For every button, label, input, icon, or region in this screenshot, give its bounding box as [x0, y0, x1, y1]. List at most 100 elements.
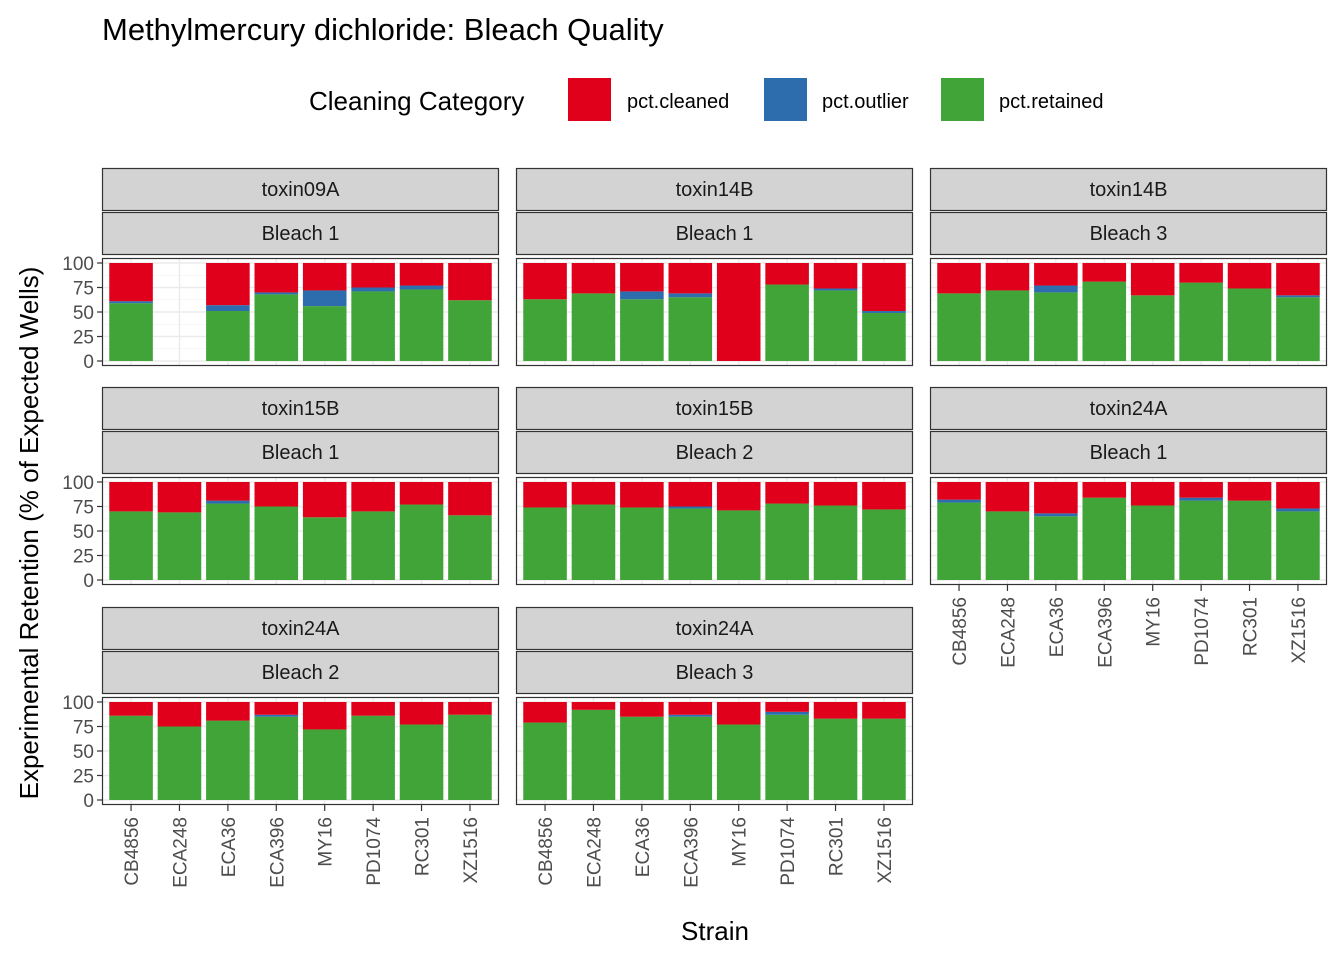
facet-strip-bleach [101, 650, 500, 695]
bar-segment-pct-retained [765, 714, 809, 800]
bar-segment-pct-cleaned [813, 702, 858, 719]
bar-segment-pct-retained [206, 720, 250, 800]
bar-segment-pct-cleaned [157, 482, 202, 513]
x-tick-label: MY16 [316, 817, 337, 867]
bar-segment-pct-cleaned [254, 702, 299, 715]
panel-border [929, 476, 1328, 586]
bar-segment-pct-outlier [351, 287, 395, 292]
facet-strip-bleach-label: Bleach 1 [676, 223, 754, 245]
bar-segment-pct-retained [1130, 295, 1175, 361]
legend-key-pct-retained [941, 78, 984, 121]
facet-panel: toxin24A Bleach 1 [929, 386, 1328, 586]
facet-strip-bleach [929, 211, 1328, 256]
x-tick-label: RC301 [1241, 597, 1262, 656]
bar-segment-pct-cleaned [109, 263, 153, 302]
bar-segment-pct-retained [399, 289, 444, 361]
bar-segment-pct-cleaned [937, 482, 981, 500]
facet-strip-toxin [515, 606, 914, 651]
x-tick-label: ECA396 [1095, 597, 1116, 668]
bar-segment-pct-cleaned [399, 482, 444, 505]
bar-segment-pct-outlier [937, 499, 981, 503]
bar-segment-pct-retained [620, 299, 664, 361]
x-tick-label: CB4856 [950, 597, 971, 666]
x-tick-label: ECA396 [267, 817, 288, 888]
bar-segment-pct-cleaned [716, 702, 761, 725]
panel-border [929, 257, 1328, 367]
bar-segment-pct-retained [523, 299, 567, 361]
bar-segment-pct-retained [109, 303, 153, 361]
panel-border [515, 476, 914, 586]
y-tick-label: 100 [62, 473, 94, 494]
legend-key-pct-outlier [764, 78, 807, 121]
bar-segment-pct-cleaned [571, 263, 616, 294]
bar-segment-pct-cleaned [668, 702, 713, 715]
y-tick-label: 100 [62, 254, 94, 275]
bar-segment-pct-outlier [302, 290, 347, 307]
bar-segment-pct-cleaned [109, 702, 153, 716]
facet-panel: toxin24A Bleach 3 [515, 606, 914, 806]
facet-strip-bleach-label: Bleach 2 [262, 662, 340, 684]
bar-segment-pct-cleaned [351, 482, 395, 512]
bar-segment-pct-cleaned [157, 702, 202, 727]
facet-strip-bleach [515, 650, 914, 695]
bar-segment-pct-cleaned [523, 482, 567, 508]
facet-strip-toxin [101, 167, 500, 212]
facet-panel: toxin09A Bleach 1 0 25 50 75 100 [62, 167, 500, 373]
bar-segment-pct-cleaned [302, 263, 347, 291]
facet-strip-bleach-label: Bleach 3 [676, 662, 754, 684]
x-tick-label: ECA248 [170, 817, 191, 888]
bar-segment-pct-cleaned [109, 482, 153, 512]
bar-segment-pct-cleaned [571, 482, 616, 505]
bar-segment-pct-cleaned [448, 482, 492, 516]
bar-segment-pct-outlier [1276, 295, 1320, 298]
bar-segment-pct-retained [448, 714, 492, 800]
bar-segment-pct-outlier [206, 500, 250, 504]
facet-strip-bleach [101, 430, 500, 475]
bar-segment-pct-cleaned [399, 263, 444, 286]
bar-segment-pct-retained [1227, 500, 1272, 580]
bar-segment-pct-cleaned [765, 482, 809, 504]
facet-strip-bleach [929, 430, 1328, 475]
bar-segment-pct-cleaned [1082, 263, 1127, 282]
bar-segment-pct-cleaned [1276, 263, 1320, 296]
y-tick-label: 25 [73, 547, 94, 568]
bar-segment-pct-retained [668, 716, 713, 800]
x-tick-label: ECA248 [584, 817, 605, 888]
bar-segment-pct-cleaned [765, 263, 809, 285]
bar-segment-pct-outlier [254, 292, 299, 295]
x-tick-label: ECA248 [998, 597, 1019, 668]
legend-title: Cleaning Category [309, 86, 524, 116]
y-tick-label: 0 [83, 791, 94, 812]
facet-strip-toxin-label: toxin24A [676, 618, 754, 640]
bar-segment-pct-retained [765, 284, 809, 361]
bar-segment-pct-cleaned [302, 482, 347, 518]
x-tick-label: XZ1516 [875, 817, 896, 884]
x-axis-label: Strain [681, 916, 749, 946]
bar-segment-pct-cleaned [765, 702, 809, 712]
bar-segment-pct-retained [571, 504, 616, 580]
bar-segment-pct-cleaned [668, 263, 713, 294]
bar-segment-pct-retained [813, 718, 858, 800]
x-tick-label: RC301 [827, 817, 848, 876]
bar-segment-pct-retained [109, 511, 153, 580]
bar-segment-pct-outlier [1179, 497, 1223, 501]
bar-segment-pct-retained [862, 509, 906, 580]
bar-segment-pct-retained [1034, 292, 1078, 361]
bar-segment-pct-retained [351, 511, 395, 580]
bar-segment-pct-cleaned [254, 263, 299, 293]
facet-strip-toxin-label: toxin09A [262, 179, 340, 201]
bar-segment-pct-cleaned [206, 263, 250, 306]
bar-segment-pct-outlier [399, 285, 444, 290]
bar-segment-pct-retained [1082, 497, 1127, 580]
facet-strip-bleach-label: Bleach 1 [1090, 442, 1168, 464]
bar-segment-pct-retained [765, 503, 809, 580]
bar-segment-pct-cleaned [571, 702, 616, 710]
facet-strip-toxin-label: toxin14B [1090, 179, 1168, 201]
bar-segment-pct-outlier [1034, 513, 1078, 517]
bar-segment-pct-retained [985, 511, 1030, 580]
facet-strip-bleach-label: Bleach 1 [262, 223, 340, 245]
bar-segment-pct-retained [716, 510, 761, 580]
facet-strip-bleach [101, 211, 500, 256]
bar-segment-pct-retained [716, 724, 761, 800]
